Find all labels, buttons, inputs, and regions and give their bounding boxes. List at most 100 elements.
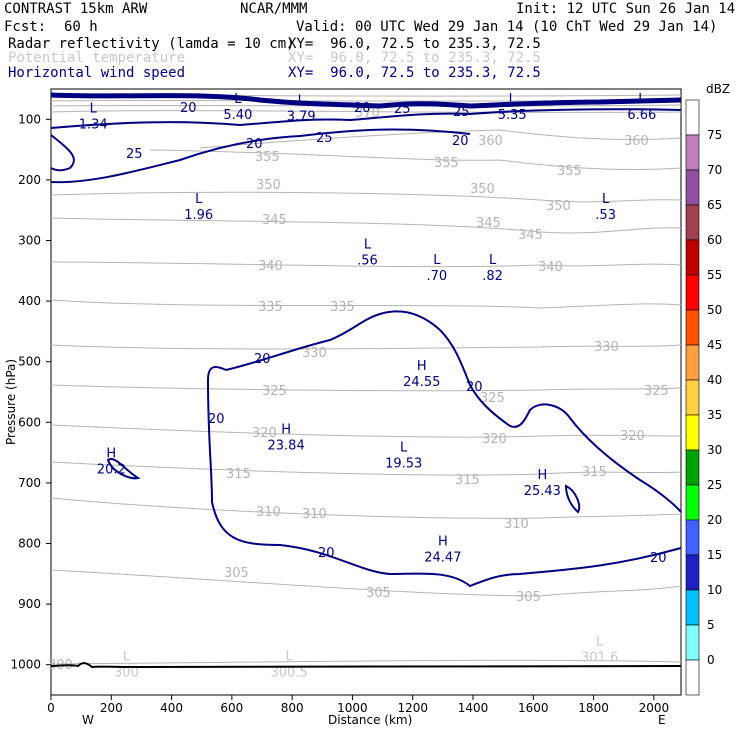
isentrope-label: 345 — [518, 228, 543, 243]
wind-label: 20 — [254, 352, 271, 367]
extremum-value: 1.34 — [79, 117, 108, 132]
isentrope-label: 360 — [478, 134, 503, 149]
isentrope-label: 335 — [330, 300, 355, 315]
isentrope-label: 305 — [224, 566, 249, 581]
wind-labels: 20 20 25 25 20 25 25 20 20 20 20 20 20 — [126, 101, 667, 566]
colorbar-swatch — [685, 169, 700, 206]
isentrope-300 — [50, 659, 682, 665]
isentrope-310 — [50, 497, 682, 519]
wind-label: 20 — [466, 380, 483, 395]
colorbar-swatch — [685, 589, 700, 626]
y-tick-label: 400 — [18, 294, 41, 308]
y-tick-label: 200 — [18, 173, 41, 187]
colorbar-level-label: 0 — [707, 653, 715, 667]
extremum-value: 24.55 — [403, 375, 440, 390]
field-wind-name: Horizontal wind speed — [8, 65, 186, 81]
isentrope-label: 320 — [482, 432, 507, 447]
y-tick-label: 900 — [18, 597, 41, 611]
init-time: Init: 12 UTC Sun 26 Jan 14 — [516, 1, 736, 17]
colorbar-swatch — [685, 484, 700, 521]
x-tick-label: 1800 — [578, 701, 609, 715]
x-axis-east-label: E — [658, 713, 666, 727]
isentrope-label: 330 — [302, 346, 327, 361]
wind-label: 20 — [318, 546, 335, 561]
extremum-value: 1.96 — [184, 208, 213, 223]
wind-contour-20 — [50, 134, 75, 172]
colorbar-swatch — [685, 554, 700, 591]
colorbar-level-label: 35 — [707, 408, 722, 422]
colorbar-swatch — [685, 239, 700, 276]
isentrope-label: 355 — [255, 150, 280, 165]
extremum-value: .70 — [426, 269, 447, 284]
isentrope-label: 315 — [455, 473, 480, 488]
x-tick-label: 600 — [220, 701, 243, 715]
colorbar-title: dBZ — [706, 82, 730, 96]
wind-label: 20 — [246, 137, 263, 152]
extremum-type: L — [123, 650, 131, 665]
extremum-value: 301.6 — [581, 651, 618, 666]
isentrope-label: 310 — [504, 517, 529, 532]
isentrope-355 — [149, 149, 682, 171]
isentrope-345 — [50, 217, 682, 234]
colorbar-swatch — [685, 659, 700, 696]
isentrope-370 — [50, 110, 682, 113]
extremum-value: 19.53 — [385, 457, 422, 472]
colorbar-swatch — [685, 274, 700, 311]
extremum-value: 20.2 — [97, 463, 126, 478]
extremum-value: 300 — [114, 666, 139, 681]
extremum-type: L — [195, 192, 203, 207]
y-axis-title: Pressure (hPa) — [4, 359, 18, 445]
y-tick-label: 700 — [18, 476, 41, 490]
extremum-type: L — [489, 253, 497, 268]
colorbar-swatch — [685, 204, 700, 241]
isentrope-label: 330 — [594, 340, 619, 355]
isentrope-label: 325 — [644, 384, 669, 399]
y-tick-label: 600 — [18, 415, 41, 429]
y-tick-label: 800 — [18, 537, 41, 551]
wind-label: 20 — [354, 101, 371, 116]
isentrope-325 — [50, 384, 682, 392]
x-tick-label: 1400 — [458, 701, 489, 715]
extremum-value: 6.66 — [627, 108, 656, 123]
wind-contour-25-small — [564, 484, 581, 514]
extremum-type: L — [509, 92, 517, 107]
colorbar-swatch — [685, 99, 700, 136]
extremum-value: .82 — [482, 269, 503, 284]
wind-label: 20 — [650, 551, 667, 566]
field-wind-xy: XY= 96.0, 72.5 to 235.3, 72.5 — [288, 65, 541, 81]
colorbar-level-label: 65 — [707, 198, 722, 212]
x-tick-label: 1200 — [397, 701, 428, 715]
y-tick-label: 100 — [18, 112, 41, 126]
x-tick-label: 1600 — [518, 701, 549, 715]
colorbar-swatch — [685, 134, 700, 171]
extremum-type: L — [433, 253, 441, 268]
colorbar-swatch — [685, 309, 700, 346]
isentrope-label: 355 — [434, 156, 459, 171]
extremum-value: 25.43 — [524, 484, 561, 499]
isentrope-label: 305 — [366, 586, 391, 601]
isentrope-label: 320 — [252, 426, 277, 441]
extremum-value: 300.5 — [271, 666, 308, 681]
wind-label: 20 — [208, 412, 225, 427]
colorbar-swatch — [685, 379, 700, 416]
plot-frame — [50, 88, 682, 696]
colorbar-level-label: 50 — [707, 303, 722, 317]
wind-label: 25 — [316, 131, 333, 146]
isentrope-label: 350 — [470, 182, 495, 197]
colorbar-swatch — [685, 519, 700, 556]
colorbar-level-label: 45 — [707, 338, 722, 352]
extremum-type: L — [400, 441, 408, 456]
isentrope-label: 325 — [262, 384, 287, 399]
extremum-type: L — [364, 238, 372, 253]
isentrope-360 — [199, 129, 682, 149]
extremum-value: .53 — [595, 208, 616, 223]
wind-label: 25 — [394, 102, 411, 117]
colorbar-swatch — [685, 449, 700, 486]
extremum-type: H — [417, 359, 427, 374]
extremum-value: 5.35 — [498, 108, 527, 123]
model-title: CONTRAST 15km ARW — [4, 1, 148, 17]
colorbar-swatch — [685, 414, 700, 451]
